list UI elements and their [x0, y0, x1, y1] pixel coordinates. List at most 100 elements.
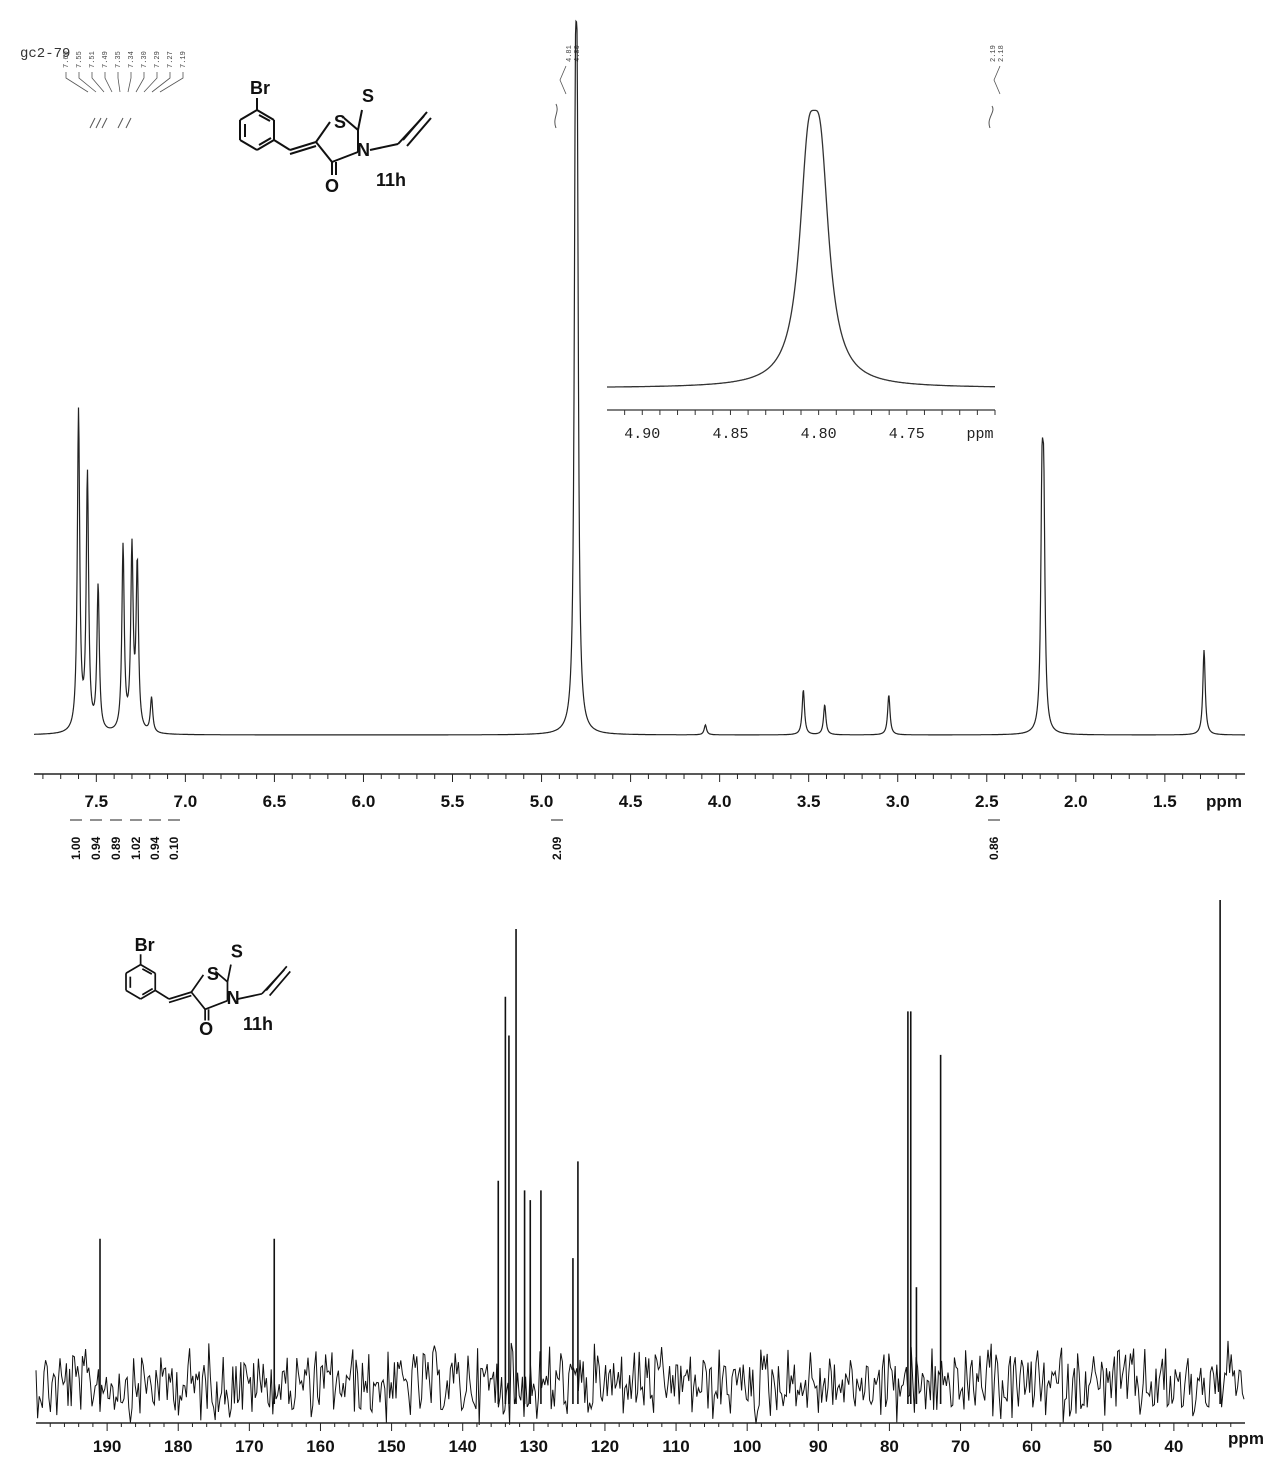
- h1-tick-label: 6.0: [352, 792, 376, 811]
- c13-peak-group: [99, 900, 1221, 1404]
- c13-tick-label: 130: [520, 1437, 548, 1456]
- structure-bond: [289, 145, 317, 155]
- structure-atom-s: S: [334, 112, 346, 132]
- h1-peak-label: 7.19: [180, 51, 188, 68]
- structure-bond: [226, 964, 232, 982]
- structure-bond: [239, 139, 258, 151]
- h1-integral-group: 1.00 0.94 0.89 1.02 0.94 0.10 2.09 0.86: [69, 819, 1001, 860]
- structure-bond: [141, 987, 154, 996]
- peak-label-leader: [143, 72, 158, 93]
- structure-bond: [258, 137, 272, 146]
- c13-x-axis: 190 180 170 160 150 140 130 120 110 100 90 80 70 60 50…: [36, 1422, 1264, 1456]
- compound-label: 11h: [243, 1014, 273, 1034]
- inset-tick-label: 4.75: [889, 426, 925, 443]
- inset-tick-label: 4.90: [624, 426, 660, 443]
- h1-peak-label: 2.19: [990, 45, 998, 62]
- h1-tick-label: 7.5: [85, 792, 109, 811]
- structure-bond: [315, 121, 331, 143]
- peak-label-leader: [78, 72, 97, 93]
- structure-bond: [237, 992, 263, 1000]
- integral-curve: [988, 105, 994, 129]
- c13-tick-label: 170: [235, 1437, 263, 1456]
- structure-bond: [239, 109, 258, 121]
- c13-tick-label: 180: [164, 1437, 192, 1456]
- structure-bond: [125, 989, 142, 1000]
- structure-atom-o: O: [325, 176, 339, 196]
- c13-tick-label: 190: [93, 1437, 121, 1456]
- inset-axis-title: ppm: [966, 426, 993, 443]
- structure-bond: [402, 111, 428, 141]
- integral-value: 0.94: [89, 836, 103, 860]
- structure-bond: [406, 117, 432, 147]
- c13-tick-label: 80: [880, 1437, 899, 1456]
- inset-trace: [607, 109, 995, 388]
- integral-value: 1.00: [69, 836, 83, 860]
- peak-label-leader: [151, 72, 171, 93]
- h1-peak-label: 7.49: [102, 51, 110, 68]
- h1-peak-label: 7.29: [154, 51, 162, 68]
- integral-value: 1.02: [129, 836, 143, 860]
- integral-curve: [554, 103, 558, 129]
- structure-atom-s: S: [207, 964, 219, 984]
- structure-bond: [265, 965, 288, 991]
- h1-peak-label: 7.27: [167, 51, 175, 68]
- peak-label-leader: [104, 72, 113, 93]
- structure-bond: [154, 989, 170, 1000]
- inset-tick-label: 4.80: [801, 426, 837, 443]
- h1-tick-label: 3.0: [886, 792, 910, 811]
- c13-tick-label: 40: [1164, 1437, 1183, 1456]
- h1-peak-label: 7.35: [115, 51, 123, 68]
- structure-atom-br: Br: [135, 935, 155, 955]
- c13-axis-title: ppm: [1228, 1429, 1264, 1448]
- structure-bond: [256, 139, 275, 151]
- structure-bond: [141, 968, 153, 975]
- c13-tick-label: 50: [1093, 1437, 1112, 1456]
- h1-tick-label: 6.5: [263, 792, 287, 811]
- h1-tick-label: 5.5: [441, 792, 465, 811]
- integral-value: 2.09: [550, 836, 564, 860]
- structure-bond: [256, 109, 275, 121]
- structure-atom-n: N: [357, 140, 370, 160]
- structure-bond: [214, 970, 229, 983]
- h1-peak-label: 4.81: [566, 45, 574, 62]
- h1-tick-label: 1.5: [1153, 792, 1177, 811]
- integral-value: 0.94: [148, 836, 162, 860]
- h1-tick-label: 2.5: [975, 792, 999, 811]
- structure-bond: [204, 999, 228, 1011]
- structure-bond: [369, 143, 399, 151]
- structure-bond: [168, 991, 192, 1000]
- c13-baseline-noise: [35, 1340, 1245, 1426]
- peak-label-leader: [65, 72, 89, 93]
- inset-tick-label: 4.85: [712, 426, 748, 443]
- h1-x-axis: 7.5 7.0 6.5 6.0 5.5 5.0 4.5 4.0 3.5 3.0 2.5 2.0 1.5 p…: [34, 773, 1245, 811]
- h1-inset-expansion: 4.90 4.85 4.80 4.75 ppm: [607, 109, 996, 443]
- structure-bond: [289, 141, 317, 151]
- structure-atom-n: N: [227, 988, 240, 1008]
- structure-atom-s: S: [362, 86, 374, 106]
- structure-atom-o: O: [199, 1019, 213, 1039]
- h1-tick-label: 5.0: [530, 792, 554, 811]
- c13-tick-label: 60: [1022, 1437, 1041, 1456]
- h1-peak-label: 4.80: [574, 45, 582, 62]
- peak-label-leader: [135, 72, 145, 93]
- c13-tick-label: 90: [809, 1437, 828, 1456]
- compound-label: 11h: [376, 170, 406, 190]
- structure-bond: [140, 963, 156, 974]
- h1-peak-label: 2.18: [998, 45, 1006, 62]
- c13-tick-label: 110: [662, 1437, 689, 1456]
- structure-bond: [190, 991, 206, 1010]
- c13-tick-label: 160: [306, 1437, 334, 1456]
- structure-atom-br: Br: [250, 78, 270, 98]
- sample-label: gc2-79: [20, 46, 70, 62]
- h1-peak-label: 7.34: [128, 51, 136, 68]
- h1-tick-label: 4.0: [708, 792, 732, 811]
- integral-curve: [89, 117, 132, 129]
- h1-peak-label-group: 7.60 7.55 7.51 7.49 7.35 7.34 7.30 7.29 7.27 7.19…: [63, 45, 1006, 129]
- structure-bond: [258, 114, 271, 122]
- peak-label-leader: [993, 65, 1001, 95]
- integral-value: 0.10: [167, 836, 181, 860]
- structure-bond: [125, 963, 142, 974]
- h1-spectrum-trace: [34, 19, 1245, 736]
